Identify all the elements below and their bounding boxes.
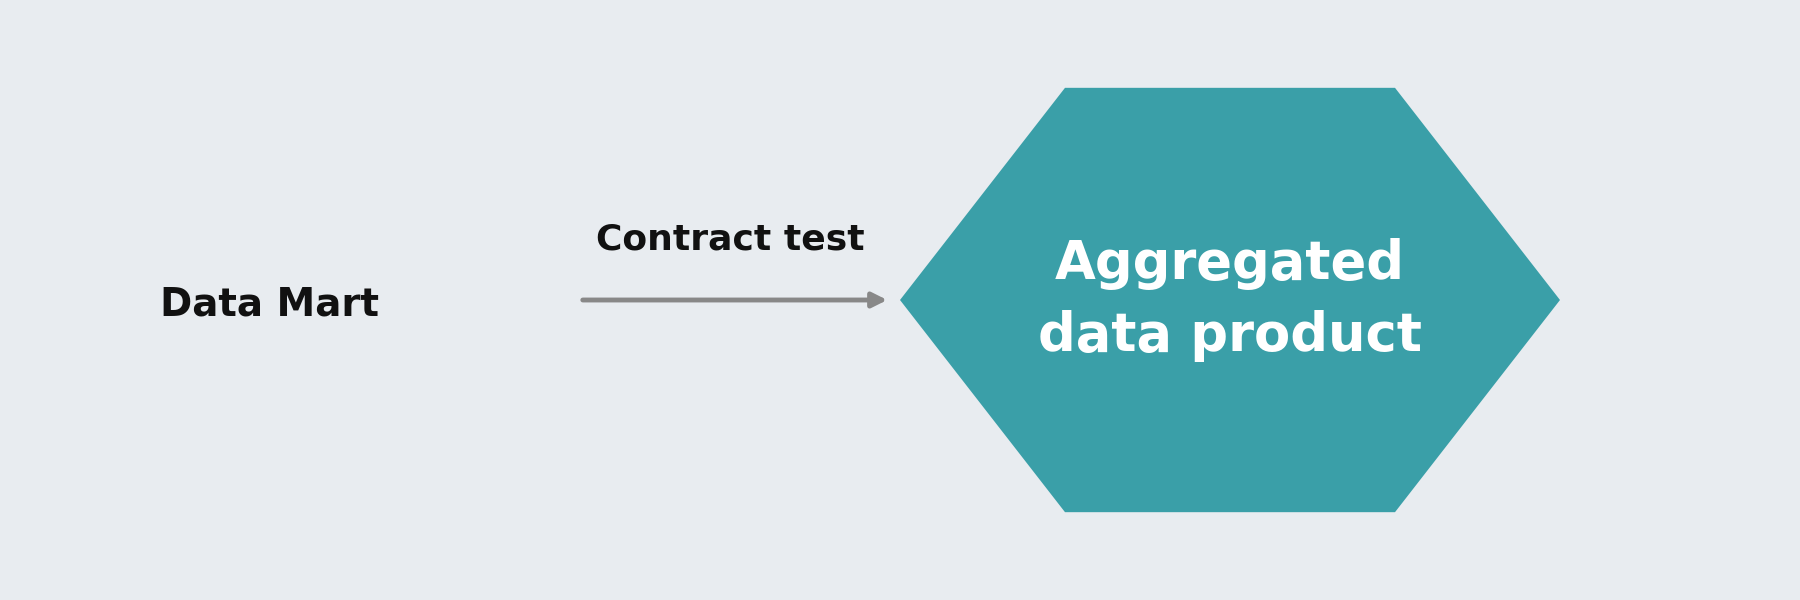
Text: Aggregated
data product: Aggregated data product (1039, 238, 1422, 362)
Text: Data Mart: Data Mart (160, 286, 380, 324)
Polygon shape (900, 88, 1561, 512)
Text: Contract test: Contract test (596, 223, 864, 257)
